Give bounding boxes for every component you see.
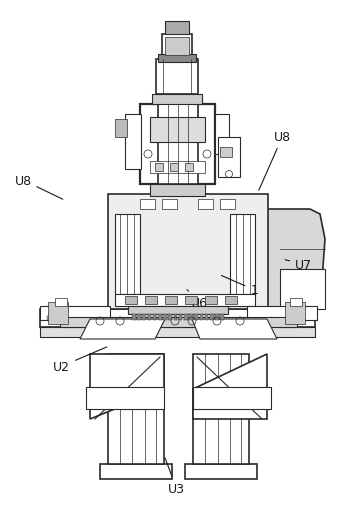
- Bar: [184, 315, 187, 320]
- Bar: [152, 95, 202, 105]
- Bar: [48, 302, 68, 324]
- Bar: [128, 306, 228, 315]
- Bar: [137, 315, 141, 320]
- Bar: [115, 294, 255, 306]
- Bar: [125, 296, 137, 304]
- Bar: [142, 315, 146, 320]
- Bar: [220, 148, 232, 158]
- Bar: [185, 164, 193, 172]
- Bar: [189, 315, 193, 320]
- Bar: [195, 315, 198, 320]
- Bar: [55, 298, 67, 306]
- Bar: [174, 315, 177, 320]
- Bar: [132, 315, 136, 320]
- Bar: [153, 315, 156, 320]
- Polygon shape: [193, 354, 267, 419]
- Bar: [193, 387, 271, 409]
- Bar: [150, 185, 205, 196]
- Bar: [115, 120, 127, 138]
- Bar: [247, 306, 317, 320]
- Text: 1: 1: [221, 276, 258, 297]
- Bar: [165, 22, 189, 35]
- Bar: [285, 302, 305, 324]
- Bar: [162, 200, 177, 210]
- Text: U2: U2: [53, 347, 107, 373]
- Bar: [220, 315, 224, 320]
- Bar: [100, 464, 172, 479]
- Bar: [148, 315, 151, 320]
- Bar: [40, 306, 110, 320]
- Bar: [158, 315, 162, 320]
- Bar: [150, 162, 205, 174]
- Bar: [40, 309, 315, 327]
- Bar: [290, 298, 302, 306]
- Bar: [163, 315, 167, 320]
- Text: U7: U7: [285, 258, 312, 271]
- Bar: [185, 296, 197, 304]
- Bar: [108, 194, 268, 309]
- Polygon shape: [192, 319, 277, 340]
- Bar: [215, 315, 219, 320]
- Bar: [179, 315, 182, 320]
- Bar: [170, 164, 178, 172]
- Polygon shape: [90, 354, 164, 419]
- Bar: [115, 215, 140, 294]
- Bar: [225, 296, 237, 304]
- Bar: [199, 315, 203, 320]
- Bar: [205, 315, 208, 320]
- Bar: [158, 55, 196, 63]
- Bar: [150, 118, 205, 143]
- Bar: [156, 60, 198, 95]
- Bar: [198, 200, 213, 210]
- Bar: [60, 318, 297, 327]
- Bar: [86, 387, 164, 409]
- Bar: [165, 296, 177, 304]
- Bar: [230, 215, 255, 294]
- Bar: [140, 105, 215, 185]
- Bar: [168, 315, 172, 320]
- Bar: [185, 464, 257, 479]
- Bar: [210, 315, 214, 320]
- Bar: [193, 354, 249, 464]
- Bar: [205, 296, 217, 304]
- Bar: [125, 115, 141, 169]
- Text: U8: U8: [14, 174, 63, 200]
- Bar: [165, 38, 189, 56]
- Bar: [145, 296, 157, 304]
- Polygon shape: [240, 210, 325, 309]
- Bar: [40, 327, 315, 337]
- Bar: [215, 115, 229, 155]
- Text: U6: U6: [187, 290, 208, 309]
- Bar: [155, 164, 163, 172]
- Text: U8: U8: [259, 131, 291, 191]
- Bar: [162, 35, 192, 60]
- Bar: [220, 200, 235, 210]
- Polygon shape: [80, 319, 165, 340]
- Bar: [218, 138, 240, 178]
- Text: U3: U3: [165, 458, 185, 495]
- Bar: [108, 354, 164, 464]
- Polygon shape: [280, 269, 325, 309]
- Bar: [140, 200, 155, 210]
- Bar: [158, 105, 198, 185]
